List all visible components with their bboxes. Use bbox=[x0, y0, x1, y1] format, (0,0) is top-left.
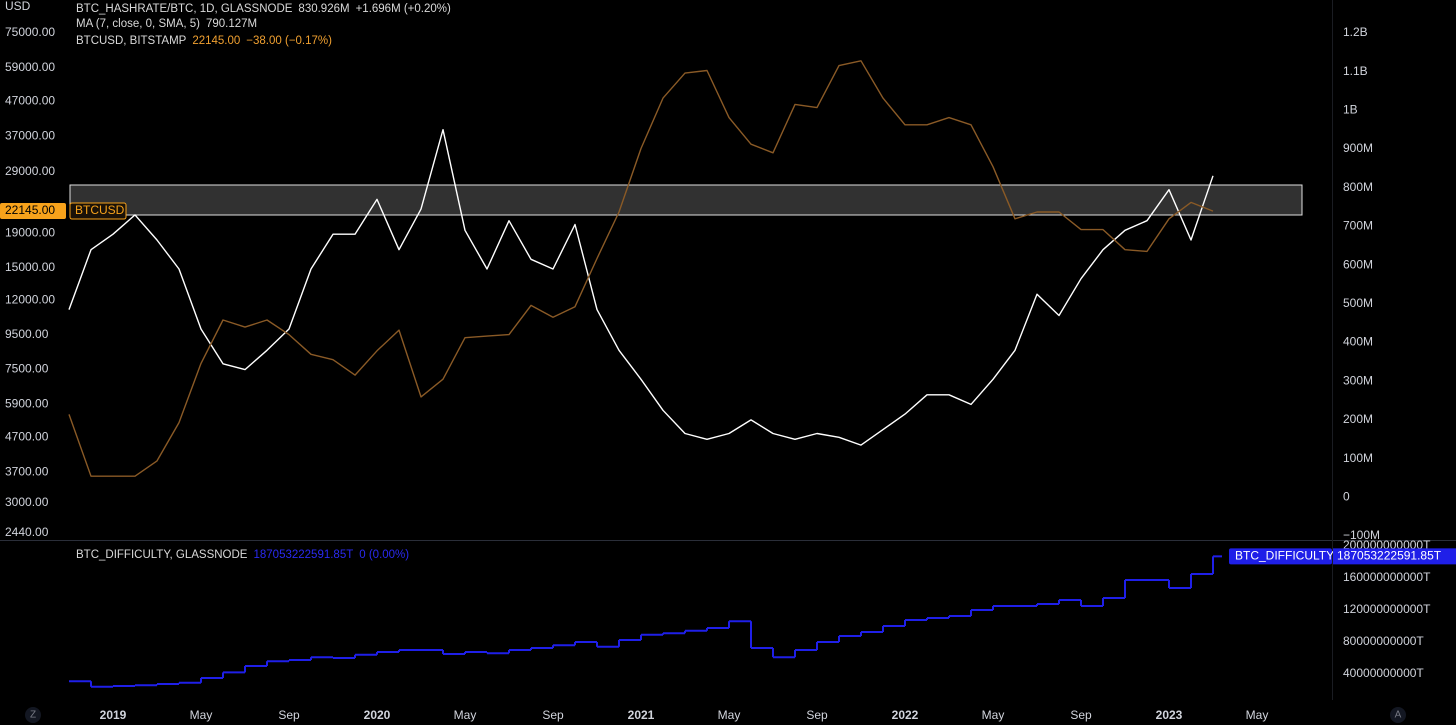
legend-name: BTC_HASHRATE/BTC, 1D, GLASSNODE bbox=[76, 3, 293, 15]
legend-value: 187053222591.85T bbox=[253, 549, 353, 561]
x-tick-label: May bbox=[718, 708, 741, 722]
x-tick-label: May bbox=[190, 708, 213, 722]
y-tick-label: 3000.00 bbox=[5, 495, 49, 509]
x-tick-label: 2022 bbox=[892, 708, 919, 722]
y-tick-label: 80000000000T bbox=[1343, 634, 1424, 648]
legend-value: 830.926M bbox=[298, 3, 349, 15]
series-tag-label: BTC_DIFFICULTY bbox=[1235, 549, 1334, 563]
auto-scale-button[interactable] bbox=[1390, 707, 1406, 723]
x-tick-label: May bbox=[454, 708, 477, 722]
y-tick-label: 37000.00 bbox=[5, 128, 55, 142]
y-tick-label: 3700.00 bbox=[5, 464, 49, 478]
legend-value: 22145.00 bbox=[192, 35, 240, 47]
x-tick-label: 2019 bbox=[100, 708, 127, 722]
x-tick-label: Sep bbox=[542, 708, 564, 722]
y2-tick-label: 500M bbox=[1343, 296, 1373, 310]
price-tag-label: 187053222591.85T bbox=[1337, 549, 1442, 563]
price-tag-box bbox=[1333, 548, 1456, 565]
x-tick-label: May bbox=[982, 708, 1005, 722]
y-tick-label: 47000.00 bbox=[5, 93, 55, 107]
y2-tick-label: 800M bbox=[1343, 180, 1373, 194]
legend-change: 0 (0.00%) bbox=[359, 549, 409, 561]
y2-tick-label: 1.1B bbox=[1343, 64, 1368, 78]
x-tick-label: May bbox=[1246, 708, 1269, 722]
y2-tick-label: 200M bbox=[1343, 412, 1373, 426]
y-tick-label: 7500.00 bbox=[5, 361, 49, 375]
series-tag-box bbox=[69, 202, 127, 220]
auto-scale-icon[interactable]: A bbox=[1395, 710, 1402, 721]
y-tick-label: 19000.00 bbox=[5, 226, 55, 240]
y-tick-label: 75000.00 bbox=[5, 25, 55, 39]
x-tick-label: Sep bbox=[278, 708, 300, 722]
x-tick-label: Sep bbox=[806, 708, 828, 722]
series-line bbox=[68, 129, 1214, 446]
y2-tick-label: 1B bbox=[1343, 103, 1358, 117]
y2-tick-label: −100M bbox=[1343, 528, 1380, 542]
y-tick-label: 4700.00 bbox=[5, 429, 49, 443]
x-tick-label: Sep bbox=[1070, 708, 1092, 722]
y-axis-unit: USD bbox=[5, 0, 31, 13]
legend-name: BTC_DIFFICULTY, GLASSNODE bbox=[76, 549, 248, 561]
y-tick-label: 15000.00 bbox=[5, 260, 55, 274]
y2-tick-label: 1.2B bbox=[1343, 25, 1368, 39]
series-line bbox=[68, 60, 1214, 477]
y2-tick-label: 400M bbox=[1343, 335, 1373, 349]
legend-change: +1.696M (+0.20%) bbox=[356, 3, 451, 15]
y2-tick-label: 300M bbox=[1343, 373, 1373, 387]
y-tick-label: 5900.00 bbox=[5, 396, 49, 410]
price-tag-box bbox=[0, 203, 66, 220]
series-tag-label: BTCUSD bbox=[75, 203, 125, 217]
y2-tick-label: 0 bbox=[1343, 489, 1350, 503]
y-tick-label: 160000000000T bbox=[1343, 570, 1431, 584]
price-tag-label: 22145.00 bbox=[5, 203, 55, 217]
series-tag-box bbox=[1229, 548, 1332, 565]
indicator-name: MA (7, close, 0, SMA, 5) bbox=[76, 18, 200, 30]
x-tick-label: 2020 bbox=[364, 708, 391, 722]
indicator-value: 790.127M bbox=[206, 18, 257, 30]
y-tick-label: 29000.00 bbox=[5, 164, 55, 178]
y2-tick-label: 700M bbox=[1343, 219, 1373, 233]
legend-change: −38.00 (−0.17%) bbox=[246, 35, 332, 47]
y2-tick-label: 100M bbox=[1343, 451, 1373, 465]
x-tick-label: 2023 bbox=[1156, 708, 1183, 722]
range-box-drawing bbox=[69, 184, 1303, 216]
y-tick-label: 9500.00 bbox=[5, 327, 49, 341]
y-tick-label: 120000000000T bbox=[1343, 602, 1431, 616]
zoom-icon[interactable]: Z bbox=[30, 710, 36, 721]
y2-tick-label: 600M bbox=[1343, 257, 1373, 271]
legend-name: BTCUSD, BITSTAMP bbox=[76, 35, 187, 47]
y-tick-label: 59000.00 bbox=[5, 60, 55, 74]
y-tick-label: 40000000000T bbox=[1343, 666, 1424, 680]
zoom-button[interactable] bbox=[25, 707, 41, 723]
x-tick-label: 2021 bbox=[628, 708, 655, 722]
y-tick-label: 2440.00 bbox=[5, 525, 49, 539]
y-tick-label: 12000.00 bbox=[5, 293, 55, 307]
y2-tick-label: 900M bbox=[1343, 141, 1373, 155]
